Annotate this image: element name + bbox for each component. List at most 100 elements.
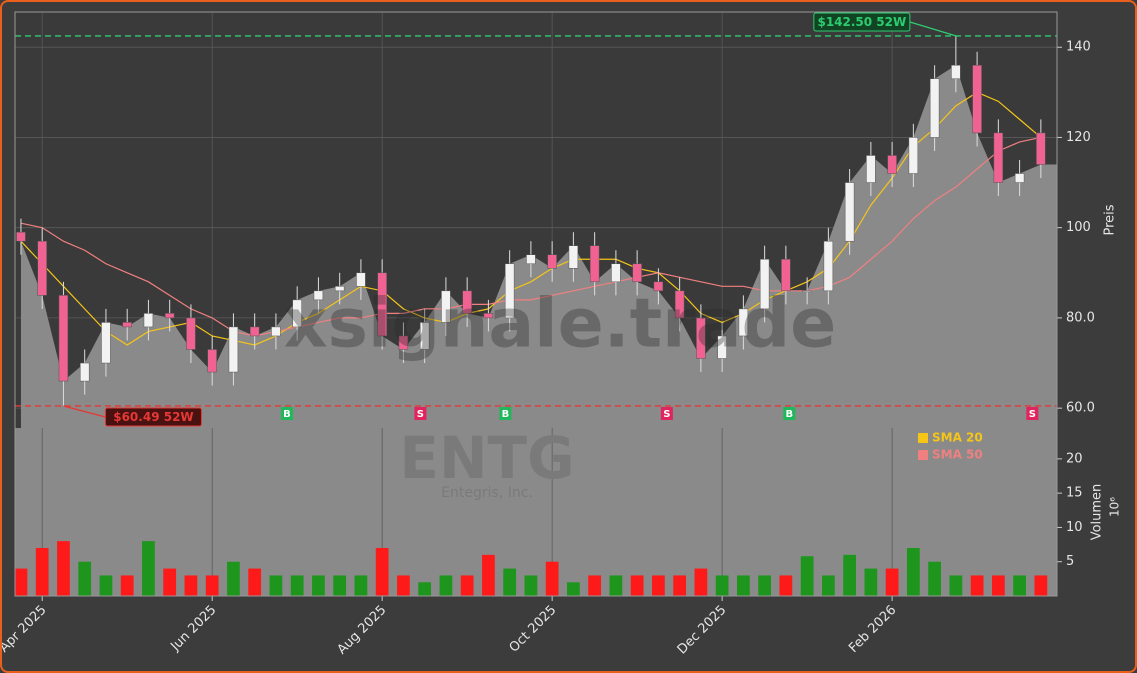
candle-body — [632, 263, 642, 283]
candle-body — [1014, 173, 1025, 183]
volume-bar — [652, 575, 665, 596]
legend-swatch — [918, 433, 928, 443]
volume-bar — [397, 575, 410, 596]
candle-body — [207, 349, 217, 373]
candle-body — [377, 272, 387, 337]
signal-label: S — [663, 409, 670, 420]
volume-bar — [906, 548, 920, 596]
annotation-arrow — [63, 405, 106, 418]
volume-bar — [290, 575, 304, 596]
candle-body — [653, 281, 664, 292]
plot-border — [14, 11, 1058, 597]
volume-bar — [482, 554, 495, 596]
volume-bar — [460, 575, 474, 596]
volume-bar — [99, 575, 113, 596]
y2-tick-label: 10 — [1066, 520, 1083, 535]
x-tick-label: Oct 2025 — [507, 603, 560, 656]
main-layer: Apr 2025 Jun 2025 Aug 2025 Oct 2025 Dec 2025… — [0, 12, 1095, 658]
x-tick-label: Feb 2026 — [846, 603, 899, 656]
volume-bar — [567, 582, 580, 596]
candle-body — [972, 64, 982, 134]
y2-tick-label: 20 — [1066, 451, 1083, 466]
signal-marker — [783, 407, 796, 420]
volume-bar — [524, 575, 538, 596]
volume-bar — [885, 568, 899, 596]
volume-bar — [248, 568, 262, 596]
price-area — [20, 65, 1057, 428]
y-tick-label: 100 — [1066, 220, 1091, 235]
annotation-arrow — [909, 21, 957, 37]
candle-body — [951, 64, 961, 80]
volume-bar — [630, 575, 644, 596]
signal-marker — [499, 407, 512, 420]
candle-body — [589, 245, 600, 283]
candle-body — [887, 155, 897, 174]
x-tick-label: Apr 2025 — [0, 603, 50, 656]
candle-body — [547, 254, 557, 269]
volume-bar — [864, 568, 878, 596]
volume-bar — [694, 568, 708, 596]
y-tick-label: 80.0 — [1066, 310, 1095, 325]
candle-body — [462, 290, 472, 314]
legend-label: SMA 50 — [932, 448, 983, 462]
volume-bar — [1013, 575, 1026, 596]
volume-bar — [439, 575, 453, 596]
volume-bar — [758, 575, 772, 596]
volume-bar — [609, 575, 623, 596]
volume-bar — [949, 575, 963, 596]
volume-bar — [333, 575, 347, 596]
annotation-label: $60.49 52W — [113, 410, 193, 424]
legend-label: SMA 20 — [932, 431, 983, 445]
volume-bar — [991, 575, 1005, 596]
y2-axis-unit: 10⁶ — [1108, 497, 1122, 517]
volume-bar — [970, 575, 984, 596]
candle-body — [717, 335, 727, 359]
candle-body — [101, 322, 111, 364]
candle-body — [356, 272, 366, 287]
candle-body — [441, 290, 451, 323]
volume-bar — [800, 556, 814, 596]
candle-body — [802, 290, 812, 293]
candle-body — [781, 259, 791, 292]
signal-marker — [280, 407, 293, 420]
candle-body — [249, 326, 260, 337]
signal-label: S — [417, 409, 424, 420]
candle-body — [866, 155, 876, 183]
volume-bar — [821, 575, 835, 596]
volume-bar — [163, 568, 177, 596]
volume-bar — [503, 568, 517, 596]
candle-body — [611, 263, 621, 283]
signal-label: B — [502, 409, 510, 420]
y2-tick-label: 5 — [1066, 554, 1074, 569]
candle-body — [483, 313, 494, 319]
volume-bar — [375, 548, 389, 596]
x-tick-label: Aug 2025 — [335, 603, 390, 658]
candle-body — [292, 299, 302, 328]
candle-body — [738, 308, 749, 337]
candle-body — [419, 322, 430, 350]
candle-body — [1036, 132, 1046, 165]
candle-body — [143, 313, 154, 328]
watermark-company: Entegris, Inc. — [441, 485, 533, 501]
y2-axis-label: Volumen — [1090, 484, 1105, 541]
candle-body — [908, 137, 919, 174]
candle-body — [164, 313, 175, 319]
candle-body — [759, 259, 770, 310]
candle-body — [696, 317, 706, 359]
candle-body — [313, 290, 324, 301]
signal-marker — [660, 407, 673, 420]
volume-bar — [1034, 575, 1048, 596]
volume-bar — [588, 575, 602, 596]
signal-label: B — [283, 409, 291, 420]
candle-body — [186, 317, 196, 350]
signal-label: B — [785, 409, 793, 420]
volume-bar — [928, 561, 941, 596]
volume-panel — [15, 428, 1057, 596]
volume-bar — [312, 575, 325, 596]
candle-body — [16, 231, 26, 242]
candle-body — [823, 240, 834, 292]
volume-bar — [354, 575, 368, 596]
signal-marker — [414, 407, 427, 420]
